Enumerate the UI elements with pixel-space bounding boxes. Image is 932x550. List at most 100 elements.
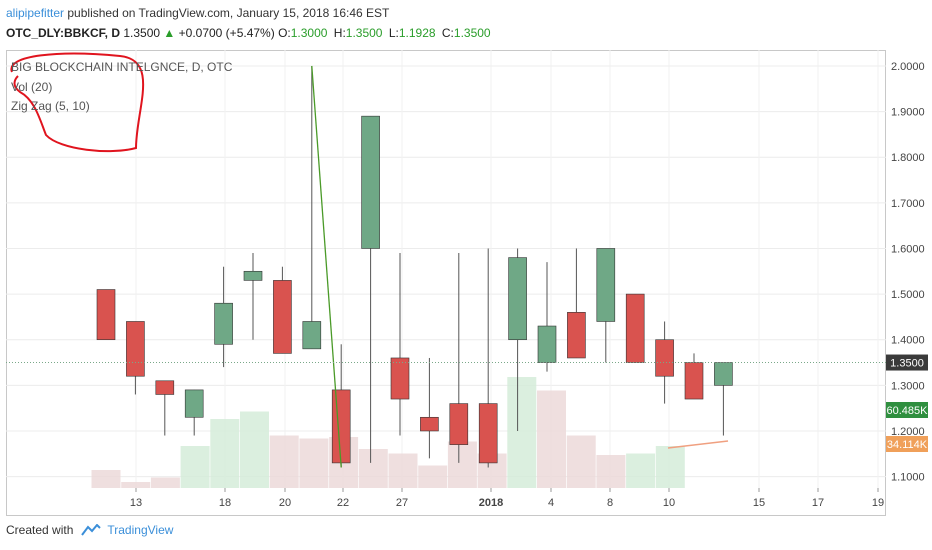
last-price-tag-bg — [886, 354, 928, 371]
volume-bar — [626, 453, 656, 488]
candle — [331, 344, 351, 468]
candle-body-down — [567, 312, 586, 359]
volume-bar — [150, 477, 180, 488]
candle — [655, 321, 674, 404]
tradingview-brand[interactable]: TradingView — [107, 523, 174, 537]
volume-bar — [566, 435, 596, 488]
candle-body-down — [126, 321, 145, 377]
high-key: H: — [333, 26, 346, 40]
volume-tag: 60.485K — [887, 405, 929, 417]
volume-ma-tag-bg — [886, 436, 928, 452]
candle-body-up — [537, 325, 557, 363]
candle — [361, 115, 380, 463]
price-tick-label: 1.4000 — [891, 335, 925, 347]
price-tick-label: 1.2000 — [891, 426, 925, 438]
x-tick-label: 18 — [219, 497, 231, 509]
x-tick-label: 2018 — [479, 497, 503, 509]
candle-body-down — [273, 280, 292, 354]
symbol-line: OTC_DLY:BBKCF, D 1.3500 ▲ +0.0700 (+5.47… — [6, 26, 494, 40]
x-tick-label: 20 — [279, 497, 291, 509]
candle-body-up — [184, 389, 204, 418]
freehand-annotation — [10, 52, 145, 153]
volume-ma-tag: 34.114K — [887, 439, 928, 451]
x-tick-label: 4 — [548, 497, 554, 509]
up-arrow-icon: ▲ — [163, 26, 176, 40]
price-tick-label: 1.7000 — [891, 198, 925, 210]
candle — [508, 248, 527, 431]
price-tick-label: 1.6000 — [891, 243, 925, 255]
candle — [184, 389, 204, 436]
volume-bar — [537, 390, 566, 488]
volume-bar — [358, 449, 388, 488]
candle-body-down — [625, 293, 645, 363]
price-tick-label: 1.1000 — [891, 472, 925, 484]
created-with-text: Created with — [6, 523, 74, 537]
open-key: O: — [278, 26, 291, 40]
symbol-label: OTC_DLY:BBKCF, D — [6, 26, 121, 40]
publish-text: published on TradingView.com, January 15… — [67, 6, 390, 20]
volume-bar — [655, 446, 685, 488]
open-value: 1.3000 — [290, 26, 328, 40]
volume-bar — [388, 453, 418, 488]
close-value: 1.3500 — [453, 26, 491, 40]
price-tick-label: 1.3000 — [891, 380, 925, 392]
candle — [449, 253, 469, 463]
volume-bar — [418, 465, 448, 488]
volume-bar — [180, 446, 210, 488]
close-key: C: — [441, 26, 454, 40]
tradingview-logo-icon — [81, 524, 102, 536]
candle-body-up — [596, 248, 616, 322]
legend-title: BIG BLOCKCHAIN INTELGNCE, D, OTC — [11, 60, 233, 74]
footer: Created with TradingView — [6, 523, 173, 537]
candle — [243, 253, 263, 340]
high-value: 1.3500 — [345, 26, 383, 40]
volume-bar — [596, 455, 626, 488]
candle — [420, 357, 439, 459]
candle-body-up — [714, 362, 733, 386]
x-tick-label: 17 — [812, 497, 824, 509]
candle-body-up — [243, 270, 263, 281]
candle — [155, 380, 175, 436]
price-change: +0.0700 (+5.47%) — [178, 26, 275, 40]
candle — [596, 248, 616, 363]
candle-body-down — [420, 416, 439, 432]
candle — [273, 266, 292, 354]
x-tick-label: 15 — [753, 497, 765, 509]
candle-body-down — [655, 339, 674, 377]
candle-body-down — [478, 403, 498, 464]
volume-bar — [299, 438, 329, 488]
candle — [126, 321, 145, 395]
price-tick-label: 1.8000 — [891, 152, 925, 164]
candle-body-down — [449, 403, 469, 445]
x-tick-label: 13 — [130, 497, 142, 509]
volume-tag-bg — [886, 402, 928, 418]
candle-body-up — [508, 257, 527, 341]
last-price-tag: 1.3500 — [890, 358, 924, 370]
volume-bar — [240, 411, 269, 488]
candle-body-up — [302, 321, 322, 350]
price-tick-label: 1.9000 — [891, 107, 925, 119]
candle-body-up — [361, 115, 380, 249]
price-tick-label: 1.5000 — [891, 289, 925, 301]
legend-volume: Vol (20) — [11, 80, 53, 94]
author-link[interactable]: alipipefitter — [6, 6, 65, 20]
x-tick-label: 27 — [396, 497, 408, 509]
publish-line: alipipefitter published on TradingView.c… — [6, 6, 389, 20]
last-price: 1.3500 — [123, 26, 161, 40]
legend-zigzag: Zig Zag (5, 10) — [11, 99, 90, 113]
candle — [390, 253, 410, 436]
candle-body-down — [96, 289, 116, 341]
chart-frame — [6, 50, 886, 516]
low-key: L: — [388, 26, 399, 40]
volume-bar — [447, 441, 477, 488]
candle — [625, 293, 645, 363]
candle-body-down — [331, 389, 351, 464]
candle — [537, 262, 557, 372]
low-value: 1.1928 — [398, 26, 436, 40]
candle — [478, 248, 498, 468]
candle — [684, 353, 704, 400]
x-tick-label: 22 — [337, 497, 349, 509]
volume-ma-line — [667, 440, 729, 449]
candle-body-down — [155, 380, 175, 395]
